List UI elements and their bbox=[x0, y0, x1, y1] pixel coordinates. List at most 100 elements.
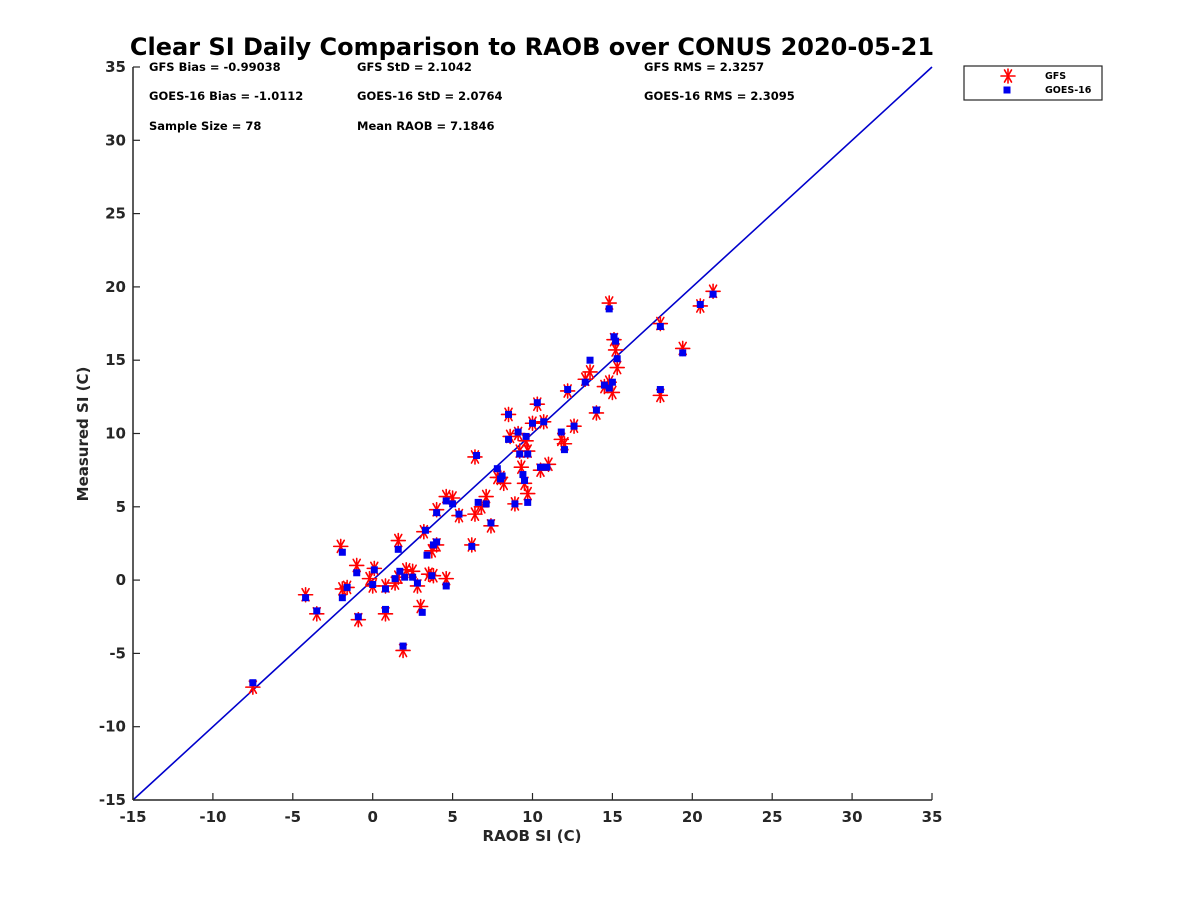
x-axis-label: RAOB SI (C) bbox=[483, 827, 582, 845]
goes-16-point bbox=[493, 465, 501, 473]
goes-16-point bbox=[482, 500, 490, 508]
goes-16-point bbox=[442, 497, 450, 505]
chart-title: Clear SI Daily Comparison to RAOB over C… bbox=[130, 33, 934, 61]
legend-gfs-marker bbox=[1000, 68, 1016, 84]
goes-16-point bbox=[381, 585, 389, 593]
goes-16-point bbox=[524, 450, 532, 458]
goes-16-point bbox=[396, 567, 404, 575]
goes-16-point bbox=[592, 406, 600, 414]
y-tick-label: 10 bbox=[105, 425, 126, 443]
goes-16-point bbox=[369, 580, 377, 588]
goes-16-point bbox=[540, 418, 548, 426]
mean-raob-text: Mean RAOB = 7.1846 bbox=[357, 119, 495, 133]
y-tick-label: 30 bbox=[105, 131, 126, 149]
goes-16-point bbox=[570, 422, 578, 430]
goes-16-point bbox=[354, 613, 362, 621]
y-tick-label: 25 bbox=[105, 205, 126, 223]
goes-16-point bbox=[709, 290, 717, 298]
goes-16-point bbox=[529, 419, 536, 427]
gfs-std-text: GFS StD = 2.1042 bbox=[357, 60, 472, 74]
gfs-rms-text: GFS RMS = 2.3257 bbox=[644, 60, 764, 74]
gfs-bias-text: GFS Bias = -0.99038 bbox=[149, 60, 281, 74]
gfs-point bbox=[467, 506, 483, 522]
goes-16-point bbox=[468, 542, 476, 550]
gfs-point bbox=[607, 342, 624, 358]
goes-std-text: GOES-16 StD = 2.0764 bbox=[357, 89, 502, 103]
goes-16-point bbox=[409, 573, 417, 581]
y-tick-label: 5 bbox=[116, 498, 126, 516]
y-tick-label: 20 bbox=[105, 278, 126, 296]
legend-goes-16-square bbox=[1003, 86, 1011, 94]
goes-16-point bbox=[613, 355, 621, 363]
goes-16-point bbox=[353, 569, 361, 577]
reference-line-layer bbox=[132, 66, 933, 801]
gfs-point bbox=[390, 532, 407, 549]
goes-16-point bbox=[533, 399, 541, 407]
x-tick-label: 35 bbox=[922, 808, 943, 826]
goes-16-point bbox=[536, 463, 544, 471]
goes-16-point bbox=[338, 594, 346, 602]
goes-16-point bbox=[433, 538, 441, 546]
goes-16-point bbox=[505, 435, 513, 443]
goes-16-point bbox=[679, 349, 687, 357]
goes-16-point bbox=[338, 548, 346, 556]
x-tick-label: 30 bbox=[842, 808, 863, 826]
goes-16-point bbox=[487, 519, 495, 527]
goes-16-point bbox=[498, 472, 506, 480]
x-tick-label: 20 bbox=[682, 808, 703, 826]
goes-16-point bbox=[313, 607, 321, 615]
goes-16-point bbox=[522, 432, 530, 440]
goes-bias-text: GOES-16 Bias = -1.0112 bbox=[149, 89, 303, 103]
goes-16-point bbox=[696, 300, 704, 308]
goes-16-point bbox=[608, 378, 616, 386]
statistics-annotations: GFS Bias = -0.99038 GFS StD = 2.1042 GFS… bbox=[149, 60, 795, 133]
goes-16-point bbox=[401, 573, 409, 581]
goes-16-point bbox=[656, 322, 664, 330]
legend-goes-16-label: GOES-16 bbox=[1045, 85, 1092, 96]
goes-16-point bbox=[586, 356, 594, 364]
x-ticks: -15 -10 -5 0 5 10 15 20 25 30 35 bbox=[119, 793, 942, 826]
y-tick-label: 0 bbox=[116, 571, 126, 589]
x-tick-label: 25 bbox=[762, 808, 783, 826]
goes-16-point bbox=[449, 500, 457, 508]
legend-gfs-asterisk bbox=[1000, 68, 1016, 84]
goes-16-point bbox=[343, 583, 351, 591]
y-tick-label: -10 bbox=[99, 718, 126, 736]
x-tick-label: 15 bbox=[602, 808, 623, 826]
goes-16-point bbox=[511, 500, 519, 508]
x-tick-label: 5 bbox=[447, 808, 457, 826]
goes-16-point bbox=[516, 450, 524, 458]
goes-16-point bbox=[399, 642, 407, 650]
x-tick-label: -15 bbox=[119, 808, 146, 826]
goes-16-point bbox=[656, 386, 664, 394]
legend-goes-16-marker bbox=[1003, 86, 1011, 94]
goes-16-point bbox=[381, 605, 389, 613]
goes-16-point bbox=[302, 594, 310, 602]
goes-16-point bbox=[473, 451, 481, 459]
goes-16-series bbox=[249, 290, 717, 687]
x-tick-label: 0 bbox=[367, 808, 377, 826]
y-tick-label: 35 bbox=[105, 58, 126, 76]
goes-16-point bbox=[600, 381, 608, 389]
goes-rms-text: GOES-16 RMS = 2.3095 bbox=[644, 89, 795, 103]
goes-16-point bbox=[370, 566, 378, 574]
goes-16-point bbox=[543, 463, 551, 471]
y-tick-label: -15 bbox=[99, 791, 126, 809]
goes-16-point bbox=[521, 476, 529, 484]
y-ticks: -15 -10 -5 0 5 10 15 20 25 30 35 bbox=[99, 58, 140, 809]
goes-16-point bbox=[610, 333, 618, 341]
goes-16-point bbox=[605, 384, 613, 392]
goes-16-point bbox=[391, 575, 399, 583]
goes-16-point bbox=[394, 545, 402, 553]
one-to-one-line bbox=[132, 66, 933, 801]
legend-box bbox=[963, 65, 1103, 101]
x-tick-label: -10 bbox=[199, 808, 226, 826]
goes-16-point bbox=[612, 337, 620, 345]
goes-16-point bbox=[505, 410, 513, 418]
goes-16-point bbox=[605, 305, 613, 313]
goes-16-point bbox=[514, 428, 522, 436]
goes-16-point bbox=[418, 608, 426, 616]
goes-16-point bbox=[413, 579, 421, 587]
goes-16-point bbox=[474, 498, 482, 506]
